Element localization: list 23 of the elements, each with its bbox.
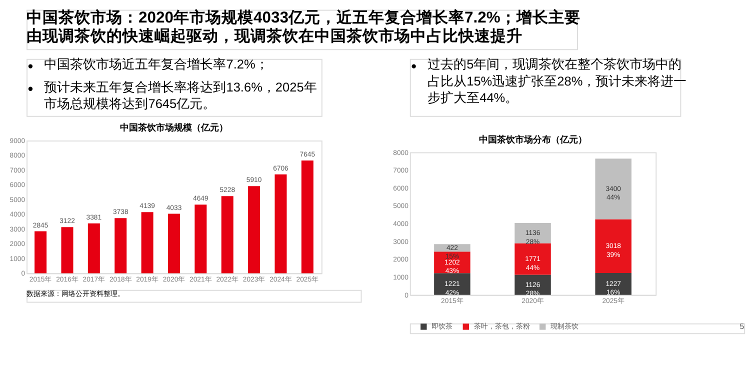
- bar: [114, 218, 127, 274]
- bar: [595, 219, 632, 273]
- text: 预计未来五年复合增长率将达到13.6%，2025年市场总规模将达到7645亿元。: [44, 79, 317, 112]
- bar: [61, 227, 74, 274]
- bar: [168, 214, 180, 274]
- bar: [141, 212, 154, 274]
- text: 5: [740, 322, 745, 332]
- bar: [595, 158, 632, 220]
- bar: [248, 186, 260, 274]
- bar: [194, 204, 207, 274]
- bar: [88, 223, 100, 274]
- bar: [274, 174, 287, 274]
- bar: [221, 196, 234, 274]
- chart-title: 中国茶饮市场分布（亿元）: [478, 134, 587, 144]
- bar: [34, 231, 47, 274]
- chart-title: 中国茶饮市场规模（亿元）: [120, 122, 228, 133]
- text: 中国茶饮市场近五年复合增长率7.2%；: [44, 56, 268, 72]
- bar: [514, 243, 551, 275]
- bar: [434, 273, 470, 295]
- text: 过去的5年间，现调茶饮在整个茶饮市场中的占比从15%迅速扩张至28%，预计未来将进一步扩大至44%。: [428, 56, 687, 106]
- text: 中国茶饮市场：2020年市场规模4033亿元，近五年复合增长率7.2%；增长主要由现调茶饮的快速崛起驱动，现调茶饮在中国茶饮市场中占比快速提升: [26, 8, 580, 46]
- bar: [301, 160, 314, 274]
- bar: [595, 272, 632, 295]
